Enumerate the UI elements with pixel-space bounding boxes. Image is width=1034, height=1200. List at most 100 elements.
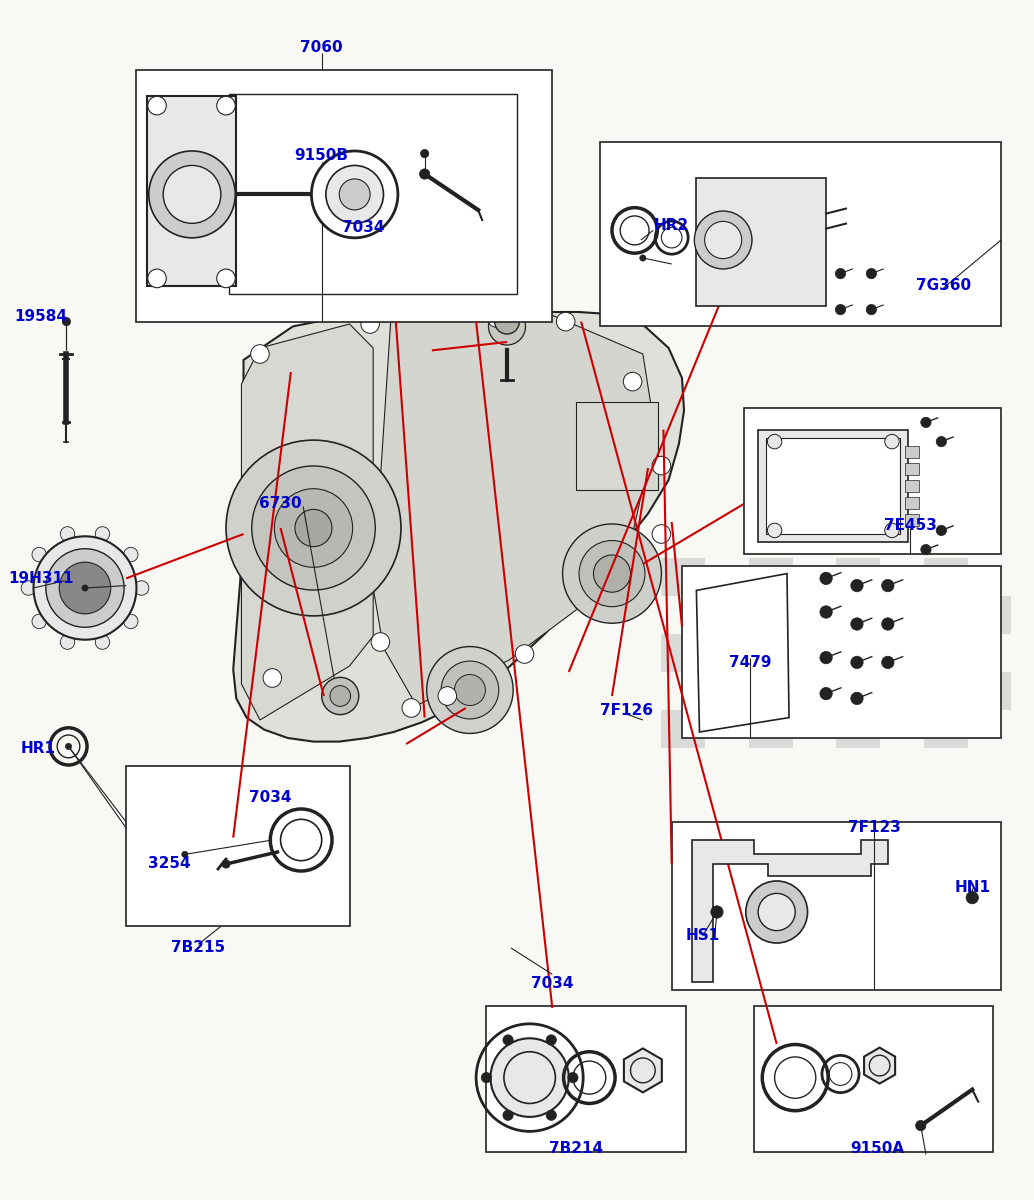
Bar <box>906 514 919 526</box>
Circle shape <box>59 562 111 614</box>
Bar <box>880 672 923 709</box>
Circle shape <box>515 644 534 664</box>
Circle shape <box>481 1073 491 1082</box>
Bar <box>837 709 880 748</box>
Bar <box>793 672 837 709</box>
Bar <box>968 672 1011 709</box>
Circle shape <box>32 614 47 629</box>
Bar <box>662 709 705 748</box>
Bar <box>230 94 517 294</box>
Circle shape <box>594 554 631 593</box>
Circle shape <box>60 635 74 649</box>
Circle shape <box>148 96 166 115</box>
Polygon shape <box>624 1049 662 1092</box>
Bar <box>968 596 1011 634</box>
Circle shape <box>222 860 231 868</box>
Text: 7060: 7060 <box>301 41 343 55</box>
Circle shape <box>936 526 946 535</box>
Circle shape <box>882 618 894 630</box>
Bar <box>705 596 749 634</box>
Text: 7E453: 7E453 <box>884 518 937 533</box>
Bar <box>126 766 349 926</box>
Circle shape <box>494 310 519 334</box>
Circle shape <box>820 572 832 584</box>
Circle shape <box>746 881 808 943</box>
Bar <box>906 463 919 475</box>
Text: 19H311: 19H311 <box>8 571 73 586</box>
Text: 7479: 7479 <box>729 655 771 670</box>
Circle shape <box>820 652 832 664</box>
Circle shape <box>885 523 900 538</box>
Text: 3254: 3254 <box>148 857 190 871</box>
Bar <box>682 566 1001 738</box>
Bar <box>662 634 705 672</box>
Bar <box>837 558 880 596</box>
Circle shape <box>60 527 74 541</box>
Circle shape <box>82 584 88 592</box>
Circle shape <box>562 524 662 623</box>
Bar <box>837 634 880 672</box>
Bar <box>906 446 919 458</box>
Circle shape <box>148 269 166 288</box>
Circle shape <box>226 440 401 616</box>
Circle shape <box>851 692 863 704</box>
Text: HS1: HS1 <box>686 929 720 943</box>
Circle shape <box>966 892 978 904</box>
Text: 9150A: 9150A <box>851 1141 905 1156</box>
Circle shape <box>402 698 421 718</box>
Text: 7B215: 7B215 <box>172 941 225 955</box>
Circle shape <box>652 524 671 544</box>
Circle shape <box>21 581 35 595</box>
Circle shape <box>866 305 877 314</box>
Circle shape <box>420 169 430 179</box>
Text: car  parts: car parts <box>269 631 501 679</box>
Bar <box>754 1006 993 1152</box>
Circle shape <box>124 547 138 562</box>
Polygon shape <box>693 840 888 982</box>
Circle shape <box>65 743 71 750</box>
Circle shape <box>421 150 429 157</box>
Circle shape <box>556 312 575 331</box>
Text: HR1: HR1 <box>20 742 55 756</box>
Polygon shape <box>242 324 373 720</box>
Circle shape <box>767 523 782 538</box>
Bar <box>766 438 901 534</box>
Bar <box>923 709 968 748</box>
Circle shape <box>916 1121 925 1130</box>
Circle shape <box>882 656 894 668</box>
Circle shape <box>820 688 832 700</box>
Circle shape <box>339 179 370 210</box>
Circle shape <box>936 437 946 446</box>
Circle shape <box>149 151 236 238</box>
Circle shape <box>32 547 47 562</box>
Circle shape <box>33 536 136 640</box>
Bar <box>662 558 705 596</box>
Bar <box>743 408 1001 554</box>
Circle shape <box>455 674 485 706</box>
Circle shape <box>95 635 110 649</box>
Bar <box>749 558 793 596</box>
Polygon shape <box>696 574 789 732</box>
Bar <box>906 497 919 509</box>
Circle shape <box>263 668 281 688</box>
Circle shape <box>295 509 332 547</box>
Text: 7034: 7034 <box>341 221 385 235</box>
Circle shape <box>163 166 221 223</box>
Circle shape <box>62 318 70 325</box>
Text: 7B214: 7B214 <box>549 1141 603 1156</box>
Circle shape <box>217 269 236 288</box>
Circle shape <box>866 269 877 278</box>
Circle shape <box>371 632 390 652</box>
Circle shape <box>134 581 149 595</box>
Circle shape <box>652 456 671 475</box>
Circle shape <box>767 434 782 449</box>
Polygon shape <box>373 314 656 706</box>
Circle shape <box>95 527 110 541</box>
Circle shape <box>361 314 379 334</box>
Bar <box>906 480 919 492</box>
Circle shape <box>487 308 506 328</box>
Circle shape <box>124 614 138 629</box>
Circle shape <box>274 488 353 568</box>
Circle shape <box>45 548 124 628</box>
Circle shape <box>217 96 236 115</box>
